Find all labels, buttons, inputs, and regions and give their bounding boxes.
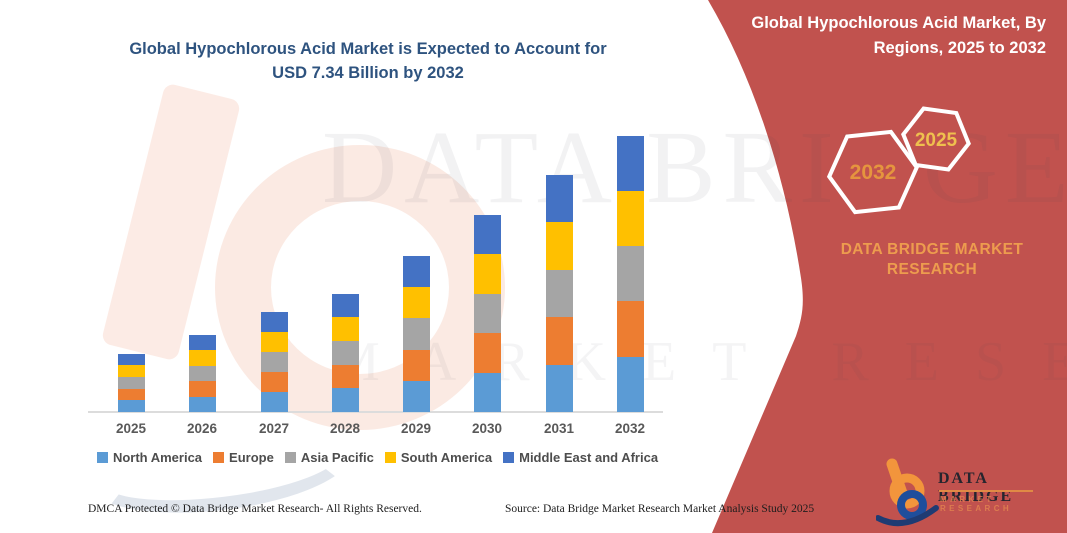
legend-label: South America	[400, 450, 493, 465]
bar-segment-north-america-2031	[545, 364, 573, 412]
bar-segment-south-america-2030	[473, 254, 501, 294]
year-hexagons: 2032 2025	[826, 106, 971, 215]
panel-brand-line1: DATA BRIDGE MARKET	[840, 241, 1024, 258]
x-axis-label-2027: 2027	[258, 421, 290, 436]
bar-segment-south-america-2032	[616, 190, 644, 247]
hexagon-2032-label: 2032	[850, 161, 897, 184]
hexagon-2025-shape	[901, 106, 971, 172]
x-axis-label-2025: 2025	[115, 421, 147, 436]
bar-segment-middle-east-and-africa-2025	[117, 353, 145, 366]
bar-segment-asia-pacific-2025	[117, 377, 145, 389]
logo-d-icon	[897, 490, 927, 520]
footer-dmca-text: DMCA Protected © Data Bridge Market Rese…	[88, 503, 422, 515]
bar-segment-europe-2031	[545, 317, 573, 365]
logo-rule	[939, 490, 1033, 492]
legend-label: Europe	[229, 450, 274, 465]
bar-segment-europe-2032	[616, 301, 644, 357]
chart-legend: North America Europe Asia Pacific South Ame…	[80, 450, 675, 465]
dbmr-logo-icon	[876, 458, 939, 527]
legend-label: North America	[112, 450, 203, 465]
bar-segment-north-america-2026	[188, 396, 216, 412]
bar-segment-asia-pacific-2031	[545, 269, 573, 318]
x-axis-label-2032: 2032	[614, 421, 646, 436]
bar-segment-asia-pacific-2029	[402, 318, 430, 350]
bar-segment-europe-2030	[473, 333, 501, 373]
bar-segment-middle-east-and-africa-2027	[260, 312, 288, 333]
bar-segment-asia-pacific-2030	[473, 293, 501, 334]
legend-swatch-icon	[384, 452, 396, 463]
panel-title-line1: Global Hypochlorous Acid Market, By	[751, 14, 1046, 32]
dbmr-logo: DATA BRIDGE MARKET RESEARCH	[876, 458, 1056, 528]
bar-segment-asia-pacific-2027	[260, 352, 288, 373]
chart-title: Global Hypochlorous Acid Market is Expec…	[68, 37, 668, 85]
hexagon-2032-shape	[826, 129, 920, 215]
logo-brand-name: DATA BRIDGE	[938, 470, 1014, 505]
x-axis-label-2029: 2029	[400, 421, 432, 436]
bar-segment-middle-east-and-africa-2031	[545, 175, 573, 223]
x-axis-label-2031: 2031	[543, 421, 575, 436]
legend-label: Middle East and Africa	[519, 450, 659, 465]
chart-title-line1: Global Hypochlorous Acid Market is Expec…	[129, 40, 607, 58]
bar-segment-middle-east-and-africa-2030	[473, 214, 501, 255]
footer-source-text: Source: Data Bridge Market Research Mark…	[505, 503, 815, 515]
bar-segment-europe-2026	[188, 381, 216, 397]
panel-brand-line2: RESEARCH	[886, 261, 978, 278]
bar-segment-south-america-2025	[117, 365, 145, 378]
bar-segment-europe-2028	[331, 364, 359, 389]
bar-segment-middle-east-and-africa-2026	[188, 334, 216, 351]
legend-item-europe: Europe	[213, 450, 274, 465]
x-axis-label-2030: 2030	[471, 421, 503, 436]
bar-segment-north-america-2029	[402, 380, 430, 412]
bar-segment-asia-pacific-2028	[331, 340, 359, 365]
bar-segment-asia-pacific-2032	[616, 246, 644, 302]
x-axis-line	[88, 411, 663, 413]
bar-segment-europe-2025	[117, 388, 145, 401]
panel-title: Global Hypochlorous Acid Market, By Regi…	[738, 11, 1046, 60]
bar-segment-europe-2027	[260, 372, 288, 393]
bar-segment-south-america-2029	[402, 287, 430, 319]
legend-item-asia-pacific: Asia Pacific	[284, 450, 374, 465]
panel-title-line2: Regions, 2025 to 2032	[873, 38, 1046, 57]
bar-segment-south-america-2031	[545, 222, 573, 270]
legend-item-south-america: South America	[384, 450, 493, 465]
bar-segment-middle-east-and-africa-2032	[616, 135, 644, 191]
hexagon-2025-label: 2025	[915, 130, 958, 151]
legend-item-middle-east-and-africa: Middle East and Africa	[503, 450, 658, 465]
logo-b-bowl-icon	[889, 473, 925, 509]
logo-swoosh-icon	[876, 505, 939, 527]
legend-swatch-icon	[284, 452, 296, 463]
bar-segment-europe-2029	[402, 349, 430, 381]
bar-segment-north-america-2025	[117, 400, 145, 412]
bar-segment-north-america-2030	[473, 372, 501, 412]
bar-segment-middle-east-and-africa-2029	[402, 255, 430, 288]
legend-swatch-icon	[96, 452, 108, 463]
bar-segment-south-america-2026	[188, 350, 216, 366]
bar-segment-north-america-2028	[331, 388, 359, 412]
logo-subtitle: MARKET RESEARCH	[940, 495, 1013, 513]
bar-segment-south-america-2028	[331, 317, 359, 341]
bar-segment-south-america-2027	[260, 332, 288, 353]
legend-label: Asia Pacific	[300, 450, 374, 465]
bar-segment-middle-east-and-africa-2028	[331, 293, 359, 318]
chart-title-line2: USD 7.34 Billion by 2032	[272, 64, 464, 82]
bar-segment-asia-pacific-2026	[188, 365, 216, 382]
legend-item-north-america: North America	[96, 450, 203, 465]
x-axis-label-2028: 2028	[329, 421, 361, 436]
legend-swatch-icon	[213, 452, 225, 463]
x-axis-label-2026: 2026	[186, 421, 218, 436]
legend-swatch-icon	[503, 452, 515, 463]
bar-segment-north-america-2027	[260, 392, 288, 412]
panel-brand-text: DATA BRIDGE MARKET RESEARCH	[792, 240, 1067, 280]
bar-segment-north-america-2032	[616, 356, 644, 412]
